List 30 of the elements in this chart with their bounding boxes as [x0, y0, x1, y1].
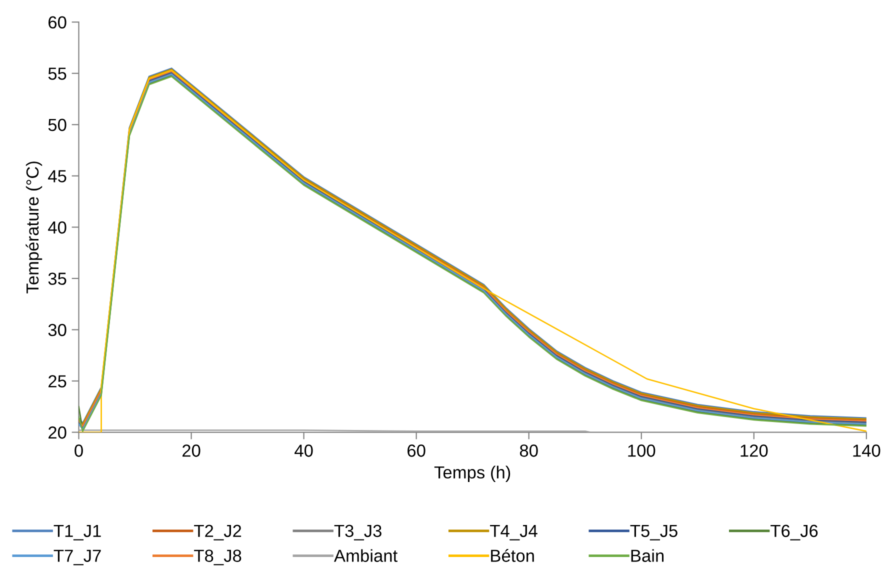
x-tick-label: 80	[520, 444, 538, 457]
y-tick-label: 35	[48, 272, 66, 285]
legend-label: T4_J4	[490, 524, 538, 540]
legend-label: Bain	[631, 549, 664, 562]
x-tick-label: 140	[853, 444, 880, 457]
x-tick-label: 0	[74, 444, 83, 457]
legend-label: T7_J7	[54, 550, 101, 566]
legend-label: T3_J3	[334, 524, 382, 540]
x-tick-label: 40	[294, 444, 313, 457]
legend-label: T8_J8	[194, 550, 242, 566]
y-tick-label: 20	[48, 426, 66, 439]
x-tick-label: 120	[740, 444, 768, 457]
y-tick-label: 60	[48, 16, 66, 29]
y-tick-label: 25	[48, 375, 66, 388]
x-tick-label: 60	[408, 444, 426, 457]
x-tick-label: 100	[628, 444, 656, 457]
legend-label: Ambiant	[334, 549, 398, 562]
legend-label: T1_J1	[54, 524, 101, 540]
y-tick-label: 40	[48, 221, 66, 234]
legend-label: T6_J6	[770, 524, 818, 540]
y-tick-label: 50	[48, 118, 66, 132]
y-tick-label: 45	[48, 170, 66, 182]
x-tick-label: 20	[182, 444, 200, 457]
legend-label: T5_J5	[630, 524, 678, 540]
x-axis-title: Temps (h)	[434, 466, 510, 482]
legend-label: Béton	[491, 548, 534, 562]
y-axis-title: Température (°C)	[26, 162, 42, 294]
y-tick-label: 30	[48, 324, 66, 336]
y-tick-label: 55	[48, 68, 66, 80]
legend-label: T2_J2	[194, 524, 242, 540]
